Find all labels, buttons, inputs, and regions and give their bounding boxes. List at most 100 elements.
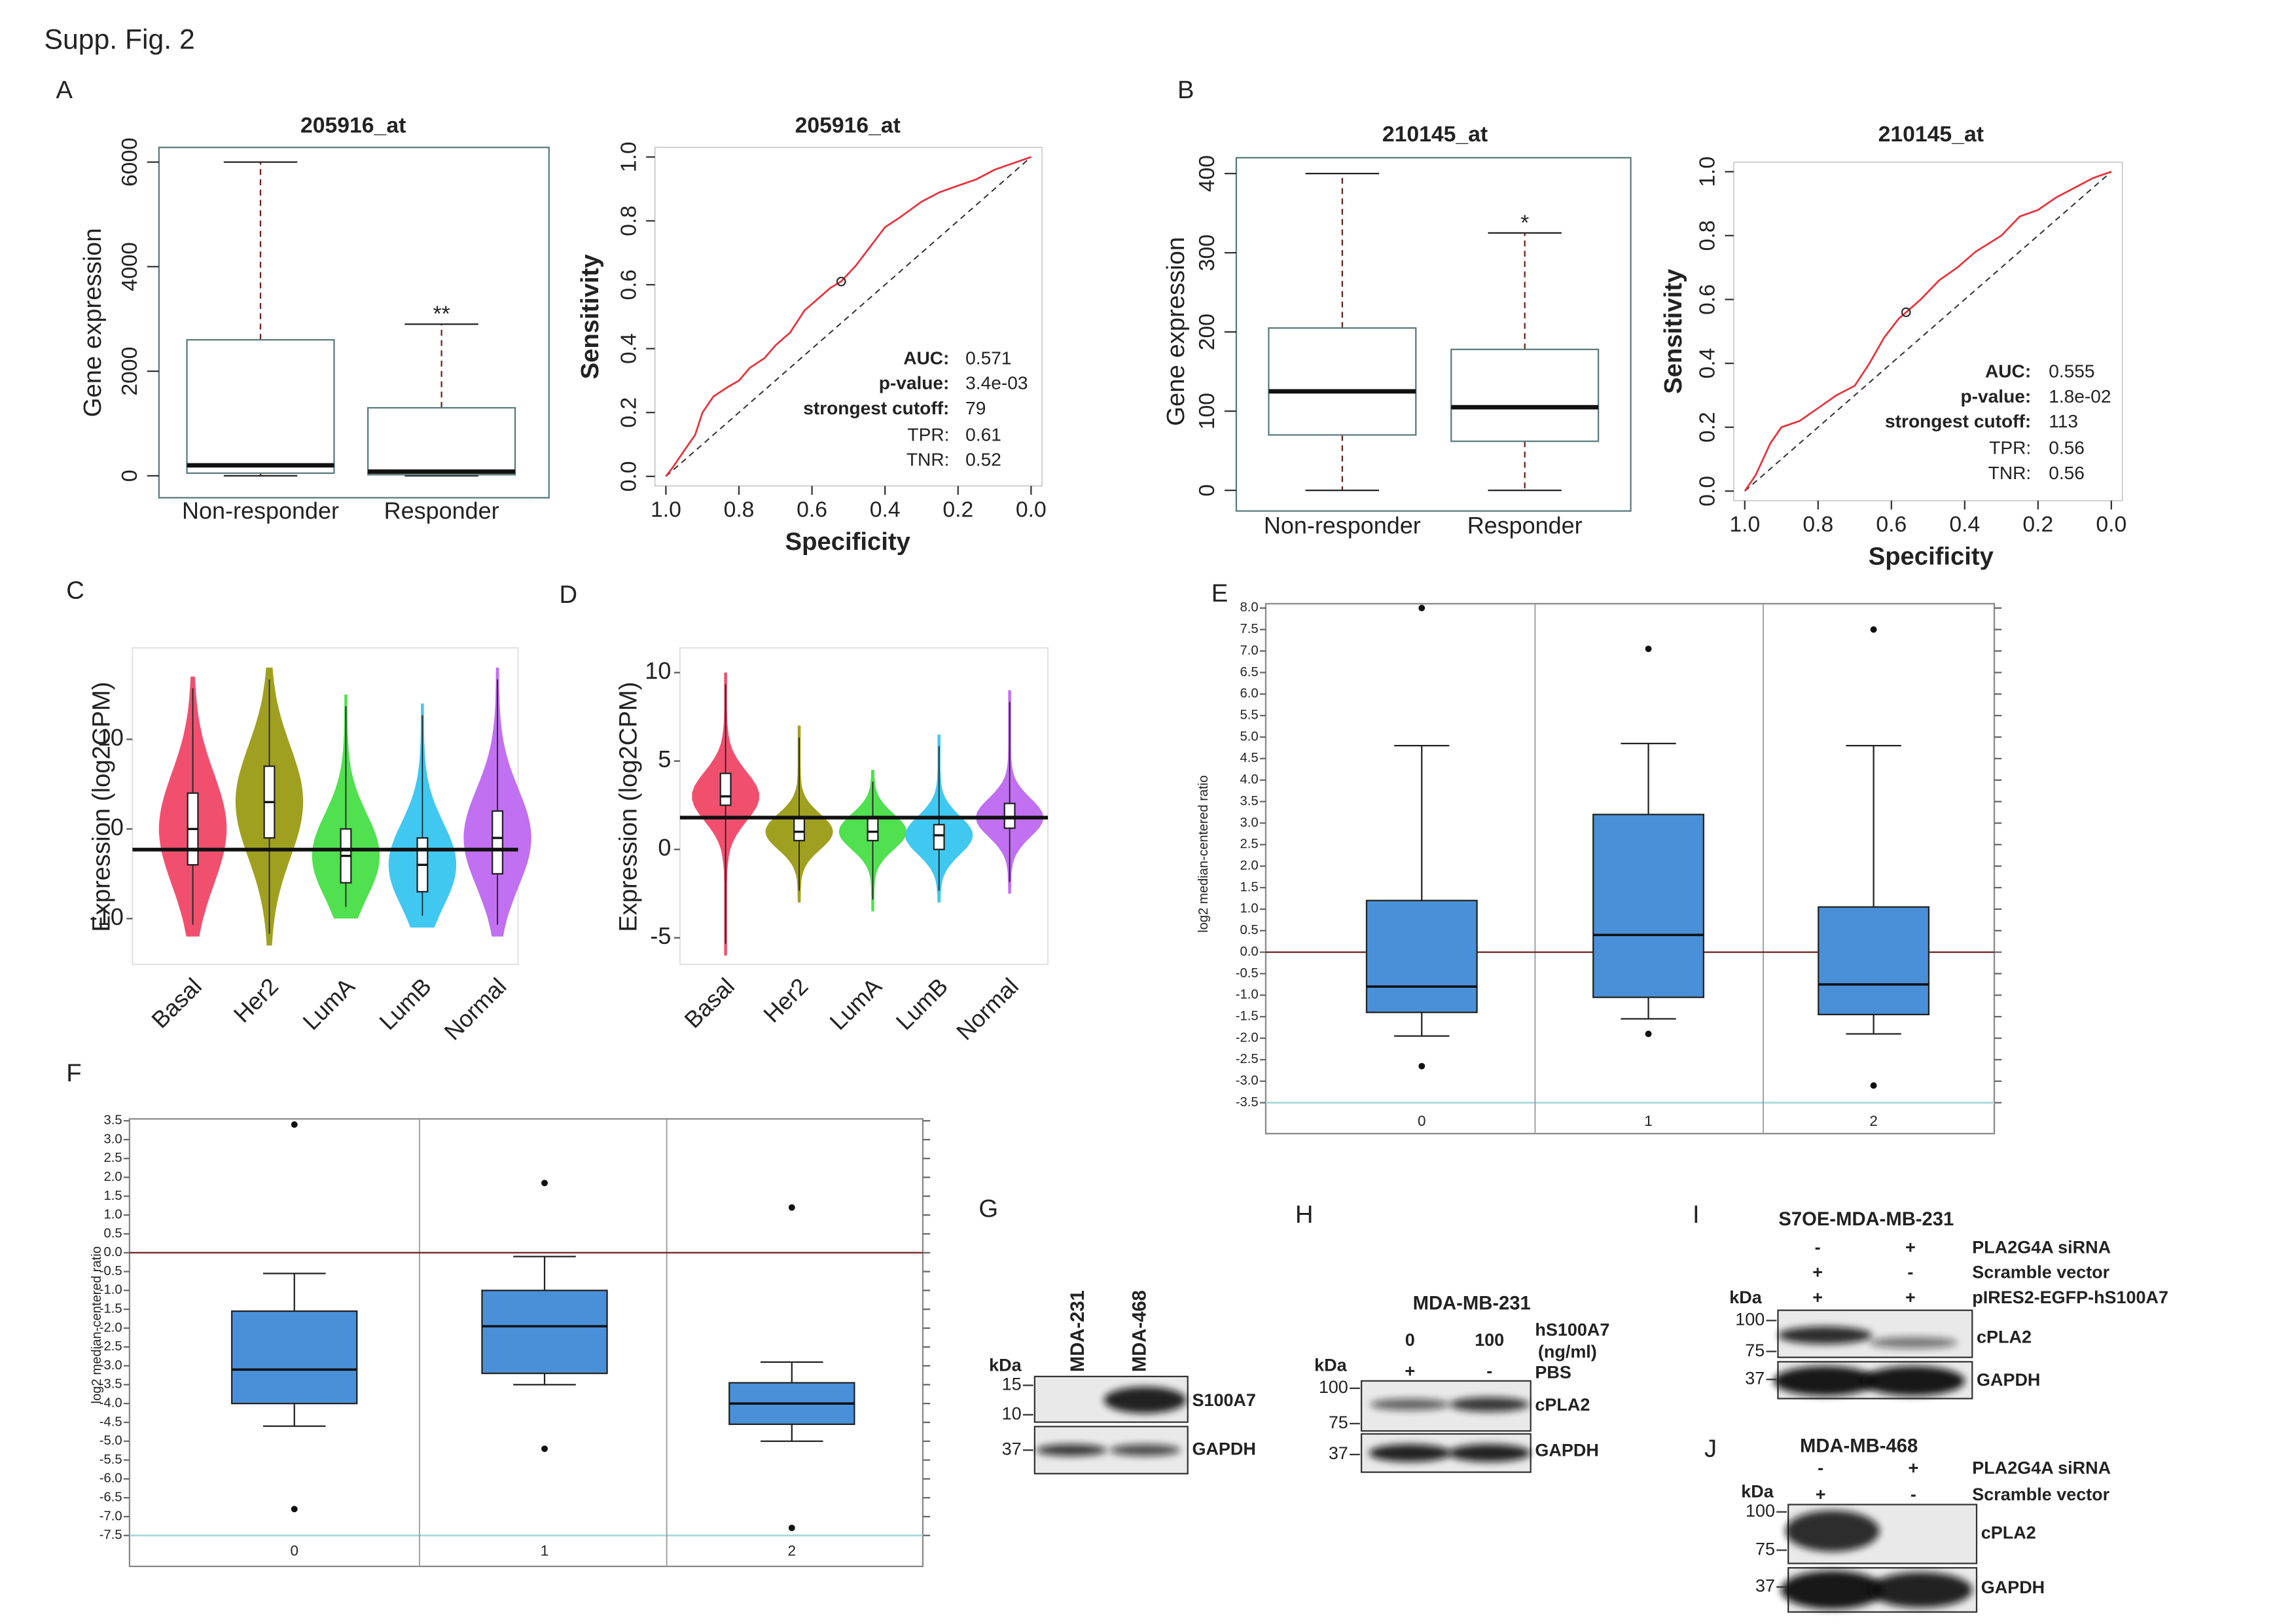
- condition-sign: +: [1908, 1458, 1918, 1478]
- stat-value: 0.56: [2049, 438, 2085, 458]
- band: [1773, 1366, 1877, 1396]
- x-tick-label: 2: [1869, 1113, 1878, 1129]
- marker-label: 10: [1002, 1403, 1022, 1423]
- x-tick-label: 0: [1418, 1113, 1426, 1129]
- y-tick-label: 7.0: [1240, 643, 1259, 658]
- box: [719, 772, 732, 806]
- condition-label: Scramble vector: [1972, 1485, 2109, 1504]
- y-tick-label: 0: [1194, 484, 1219, 497]
- x-tick-label: 0.4: [1949, 512, 1980, 537]
- x-tick-label: 1: [1644, 1113, 1653, 1129]
- y-tick-label: 0.0: [616, 461, 641, 492]
- diagonal: [1744, 171, 2112, 492]
- band: [1869, 1337, 1958, 1349]
- diagonal: [665, 156, 1032, 477]
- y-tick-label: 1.0: [1240, 901, 1259, 916]
- y-tick-label: -10: [90, 903, 124, 930]
- y-tick-label: 2.5: [1240, 837, 1259, 852]
- x-tick-label: Responder: [1467, 512, 1583, 539]
- band: [1103, 1386, 1187, 1414]
- stat-value: 0.571: [965, 348, 1011, 368]
- y-axis-label: Sensitivity: [576, 253, 604, 379]
- stat-name: p-value:: [879, 373, 950, 393]
- lane-label: MDA-231: [1067, 1290, 1088, 1372]
- condition-sign: +: [1812, 1263, 1823, 1282]
- y-tick-label: 5.5: [1240, 708, 1259, 723]
- marker-label: 15: [1002, 1375, 1022, 1394]
- x-tick-label: 0.6: [1876, 512, 1907, 537]
- y-tick-label: 3.0: [1240, 816, 1259, 830]
- condition-label: hS100A7: [1535, 1320, 1609, 1339]
- band: [1861, 1366, 1965, 1396]
- y-tick-label: 200: [1194, 314, 1219, 350]
- blot-title: MDA-MB-468: [1800, 1436, 1918, 1457]
- y-tick-label: 2.5: [104, 1151, 122, 1165]
- y-tick-label: 0.8: [616, 206, 641, 236]
- band-label: cPLA2: [1535, 1395, 1590, 1415]
- condition-sign: +: [1816, 1485, 1826, 1504]
- condition-label: Scramble vector: [1972, 1263, 2109, 1282]
- y-tick-label: 8.0: [1240, 600, 1259, 615]
- band-label: GAPDH: [1192, 1439, 1255, 1458]
- kda-label: kDa: [1314, 1355, 1347, 1375]
- y-tick-label: 5.0: [1240, 729, 1259, 744]
- y-tick-label: 1.0: [104, 1208, 122, 1222]
- x-tick-label: 0.2: [2022, 512, 2053, 537]
- x-tick-label: 0.2: [942, 497, 973, 522]
- panel-letter: B: [1177, 76, 1194, 104]
- stat-name: strongest cutoff:: [1885, 411, 2031, 431]
- condition-label: PLA2G4A siRNA: [1972, 1237, 2111, 1257]
- y-tick-label: -7.5: [99, 1528, 122, 1542]
- y-tick-label: -2.0: [1236, 1030, 1259, 1045]
- y-tick-label: -3.0: [99, 1358, 122, 1373]
- outlier: [291, 1121, 298, 1128]
- y-tick-label: 0.4: [1695, 348, 1720, 379]
- y-tick-label: 3.5: [1240, 794, 1259, 808]
- band: [1780, 1570, 1884, 1610]
- x-tick-label: 1.0: [1729, 512, 1760, 537]
- marker-label: 37: [1002, 1439, 1022, 1458]
- box: [867, 816, 879, 842]
- blot-title: S7OE-MDA-MB-231: [1778, 1209, 1954, 1230]
- chart-title: 205916_at: [300, 113, 406, 138]
- plot-frame: [128, 1118, 924, 1568]
- roc-curve: [665, 156, 1031, 477]
- box: [1592, 814, 1705, 998]
- band-label: GAPDH: [1977, 1370, 2040, 1390]
- y-tick-label: 6.5: [1240, 665, 1259, 679]
- box: [1450, 348, 1600, 442]
- x-tick-label: 0.8: [724, 497, 755, 522]
- condition-sign: +: [1812, 1288, 1823, 1307]
- outlier: [1418, 1062, 1426, 1070]
- x-tick-label: 1: [541, 1542, 549, 1559]
- y-tick-label: -5.0: [99, 1434, 122, 1448]
- y-tick-label: -2.5: [1236, 1052, 1259, 1066]
- x-tick-label: Non-responder: [182, 497, 339, 524]
- plot-frame: [158, 147, 550, 499]
- x-tick-label: 0: [290, 1542, 298, 1559]
- y-tick-label: -2.5: [99, 1339, 122, 1354]
- outlier: [541, 1445, 548, 1453]
- box: [231, 1310, 358, 1405]
- y-tick-label: 0: [658, 834, 671, 861]
- marker-label: 100: [1319, 1377, 1348, 1397]
- chart-title: 205916_at: [795, 113, 901, 138]
- band: [1869, 1572, 1973, 1608]
- condition-label: pIRES2-EGFP-hS100A7: [1972, 1288, 2168, 1307]
- stat-name: TNR:: [906, 450, 950, 470]
- box: [367, 406, 516, 476]
- roc-curve: [1744, 171, 2112, 492]
- band: [1449, 1397, 1530, 1412]
- marker-label: 100: [1746, 1501, 1775, 1521]
- band: [1370, 1398, 1450, 1411]
- outlier: [541, 1180, 548, 1187]
- panel-letter: I: [1693, 1200, 1700, 1229]
- y-tick-label: -5: [650, 922, 671, 949]
- box: [492, 810, 504, 875]
- band: [1369, 1444, 1452, 1462]
- stat-value: 0.61: [965, 424, 1001, 444]
- panel-letter: A: [56, 76, 73, 104]
- band: [1036, 1444, 1107, 1456]
- stat-value: 0.56: [2049, 463, 2085, 483]
